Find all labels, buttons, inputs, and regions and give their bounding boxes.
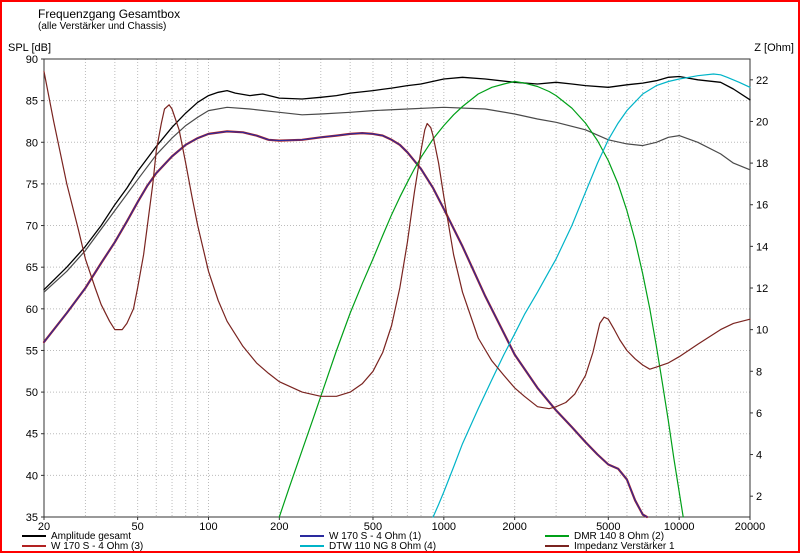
spl-axis-label: SPL [dB] [8,42,52,54]
chart-title: Frequenzgang Gesamtbox [38,7,181,21]
svg-text:2: 2 [756,491,762,503]
series-impedanz-verst-rker-1 [43,70,751,410]
legend-label: W 170 S - 4 Ohm (3) [51,541,144,552]
z-axis-label: Z [Ohm] [754,42,794,54]
svg-text:12: 12 [756,283,768,295]
svg-text:50: 50 [26,387,38,399]
svg-text:45: 45 [26,429,38,441]
svg-text:20: 20 [38,521,50,533]
legend-swatch [300,544,324,547]
svg-text:4: 4 [756,450,762,462]
svg-text:90: 90 [26,54,38,66]
svg-text:500: 500 [364,521,382,533]
svg-text:22: 22 [756,75,768,87]
svg-text:5000: 5000 [596,521,620,533]
legend-item-dtw-110-ng-8-ohm-4: DTW 110 NG 8 Ohm (4) [300,542,436,551]
svg-text:18: 18 [756,158,768,170]
svg-text:85: 85 [26,96,38,108]
legend-swatch [545,544,569,547]
legend-label: DMR 140 8 Ohm (2) [574,531,665,542]
svg-text:14: 14 [756,241,768,253]
svg-text:8: 8 [756,366,762,378]
svg-text:1000: 1000 [432,521,456,533]
legend-swatch [300,534,324,537]
series-energiefrequenzgang [43,106,751,293]
chart-subtitle: (alle Verstärker und Chassis) [38,21,167,32]
svg-text:2000: 2000 [502,521,526,533]
svg-text:55: 55 [26,345,38,357]
legend-swatch [22,534,46,537]
legend-item-dmr-140-8-ohm-2: DMR 140 8 Ohm (2) [545,531,665,542]
legend-label: Amplitude gesamt [51,531,132,542]
svg-text:60: 60 [26,304,38,316]
series-amplitude-gesamt [43,75,751,291]
legend-item-w-170-s-4-ohm-3: W 170 S - 4 Ohm (3) [22,542,143,551]
legend-label: Impedanz Verstärker 1 [574,541,675,552]
svg-text:16: 16 [756,200,768,212]
svg-text:20000: 20000 [735,521,766,533]
legend-swatch [22,544,46,547]
series-dmr-140-8-ohm-2 [278,80,684,518]
svg-text:100: 100 [199,521,217,533]
svg-text:70: 70 [26,221,38,233]
legend-item-w-170-s-4-ohm-1: W 170 S - 4 Ohm (1) [300,531,422,542]
svg-text:35: 35 [26,512,38,524]
svg-text:10000: 10000 [664,521,695,533]
svg-text:80: 80 [26,137,38,149]
svg-text:75: 75 [26,179,38,191]
svg-text:200: 200 [270,521,288,533]
series-dtw-110-ng-8-ohm-4 [432,73,751,518]
legend-label: DTW 110 NG 8 Ohm (4) [329,541,437,552]
legend-swatch [545,534,569,537]
svg-text:20: 20 [756,116,768,128]
legend-item-impedanz-verst-rker-1: Impedanz Verstärker 1 [545,542,675,551]
svg-text:6: 6 [756,408,762,420]
series-w-170-s-4-ohm-1 [43,130,648,518]
legend-item-amplitude-gesamt: Amplitude gesamt [22,531,132,542]
svg-text:65: 65 [26,262,38,274]
svg-text:50: 50 [132,521,144,533]
legend-label: W 170 S - 4 Ohm (1) [329,531,422,542]
svg-text:10: 10 [756,325,768,337]
svg-text:40: 40 [26,470,38,482]
